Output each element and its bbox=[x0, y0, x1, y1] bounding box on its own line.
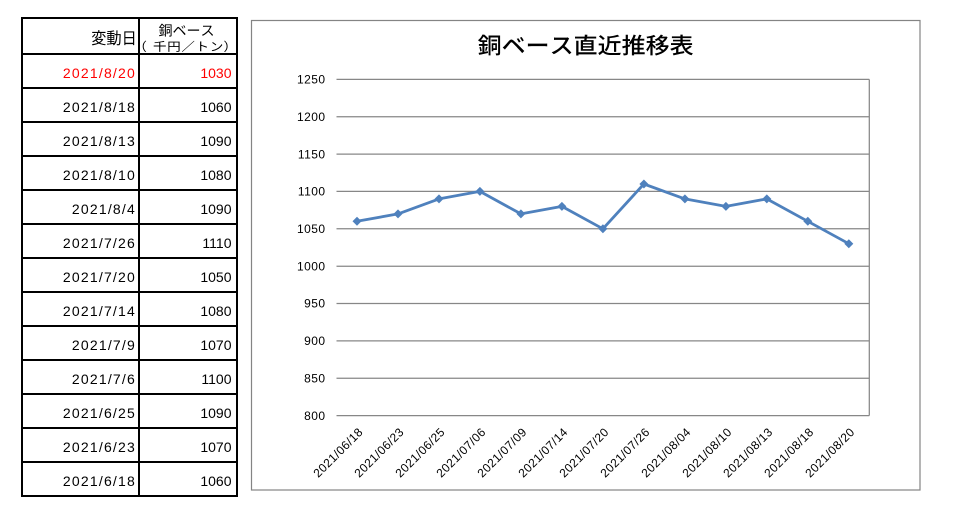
svg-text:1100: 1100 bbox=[298, 185, 326, 199]
svg-text:1050: 1050 bbox=[297, 222, 326, 236]
svg-text:950: 950 bbox=[304, 297, 325, 311]
svg-text:850: 850 bbox=[304, 371, 325, 385]
svg-text:800: 800 bbox=[304, 409, 325, 423]
svg-text:1150: 1150 bbox=[298, 147, 326, 161]
svg-text:1000: 1000 bbox=[297, 259, 326, 273]
svg-text:1200: 1200 bbox=[297, 110, 326, 124]
svg-text:900: 900 bbox=[304, 334, 325, 348]
svg-text:1250: 1250 bbox=[297, 73, 326, 87]
